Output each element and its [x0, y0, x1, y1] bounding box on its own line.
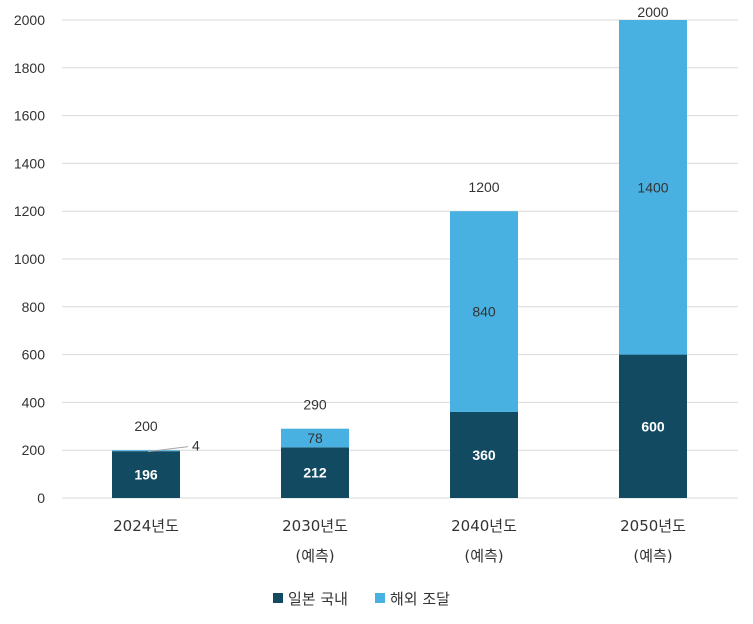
y-tick-label: 600 [22, 347, 46, 363]
legend-swatch-0 [273, 593, 283, 603]
label-domestic-1: 212 [303, 465, 327, 481]
x-category-sublabel: (예측) [464, 547, 503, 565]
bar-overseas-2 [450, 211, 518, 412]
x-axis: 2024년도 2030년도 (예측) 2040년도 (예측) 2050년도 (예측) [113, 517, 686, 565]
bar-overseas-3 [619, 20, 687, 355]
legend: 일본 국내 해외 조달 [273, 590, 450, 608]
bar-domestic-3 [619, 354, 687, 498]
y-axis: 0 200 400 600 800 1000 1200 1400 1600 1800 2000 [14, 12, 45, 506]
x-category-sublabel: (예측) [295, 547, 334, 565]
bar-domestic-0 [112, 451, 180, 498]
y-tick-label: 1000 [14, 251, 45, 267]
y-tick-label: 1600 [14, 108, 45, 124]
x-category-label: 2024년도 [113, 517, 179, 535]
label-domestic-3: 600 [641, 418, 665, 434]
y-tick-label: 800 [22, 299, 46, 315]
label-domestic-2: 360 [472, 447, 496, 463]
label-total-3: 2000 [637, 4, 668, 20]
label-overseas-3: 1400 [637, 179, 668, 195]
legend-swatch-1 [375, 593, 385, 603]
label-overseas-1: 78 [307, 430, 323, 446]
bar-overseas-1 [281, 428, 349, 448]
y-tick-label: 1200 [14, 203, 45, 219]
x-category-sublabel: (예측) [633, 547, 672, 565]
label-total-1: 290 [303, 397, 327, 413]
label-domestic-0: 196 [134, 467, 158, 483]
y-tick-label: 1400 [14, 155, 45, 171]
label-overseas-2: 840 [472, 304, 496, 320]
bar-overseas-0 [112, 450, 180, 452]
x-category-label: 2040년도 [451, 517, 517, 535]
label-total-0: 200 [134, 418, 158, 434]
leader-line-0 [147, 446, 189, 453]
label-overseas-0: 4 [192, 438, 200, 454]
y-tick-label: 400 [22, 394, 46, 410]
legend-label-0: 일본 국내 [288, 590, 348, 608]
y-tick-label: 200 [22, 442, 46, 458]
data-labels: 196 4 200 212 78 290 360 840 1200 600 1400 2000 [134, 4, 668, 483]
y-tick-label: 1800 [14, 60, 45, 76]
x-category-label: 2050년도 [620, 517, 686, 535]
bars [112, 20, 687, 498]
bar-domestic-2 [450, 411, 518, 498]
x-category-label: 2030년도 [282, 517, 348, 535]
bar-domestic-1 [281, 447, 349, 498]
label-total-2: 1200 [468, 179, 499, 195]
y-tick-label: 0 [37, 490, 45, 506]
legend-label-1: 해외 조달 [390, 590, 450, 608]
y-tick-label: 2000 [14, 12, 45, 28]
